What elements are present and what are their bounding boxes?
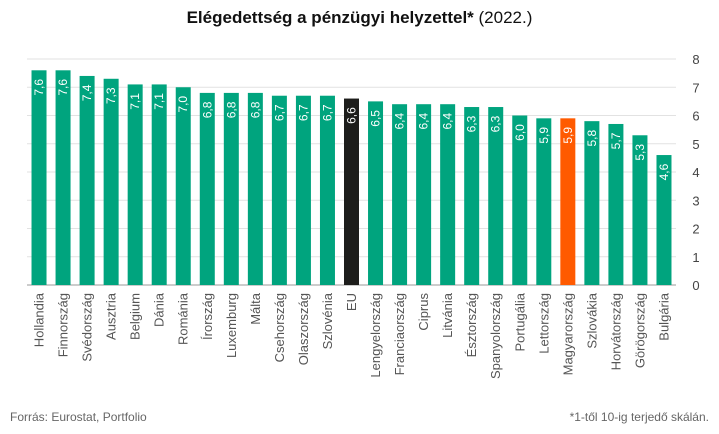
category-label: Csehország [272, 293, 287, 362]
bar [656, 155, 672, 285]
category-label: Szlovákia [584, 292, 599, 348]
y-tick-label: 8 [692, 52, 699, 67]
y-tick-label: 4 [692, 165, 699, 180]
category-label: Luxemburg [224, 293, 239, 358]
bar [368, 101, 384, 285]
y-tick-label: 6 [692, 109, 699, 124]
y-tick-label: 7 [692, 80, 699, 95]
value-label: 6,8 [224, 101, 238, 118]
value-label: 5,3 [633, 144, 647, 161]
category-label: Lengyelország [368, 293, 383, 378]
bar [344, 98, 359, 285]
category-label: Magyarország [560, 293, 575, 375]
scale-footnote: *1-től 10-ig terjedő skálán. [569, 410, 709, 424]
category-label: Románia [176, 292, 191, 345]
category-label: Ciprus [416, 293, 431, 331]
bar [247, 92, 263, 286]
bar [488, 107, 504, 286]
value-label: 7,4 [80, 84, 94, 101]
bar [464, 107, 480, 286]
y-tick-label: 2 [692, 222, 699, 237]
value-label: 6,5 [369, 110, 383, 127]
value-label: 7,3 [104, 87, 118, 104]
category-label: Spanyolország [488, 293, 503, 379]
value-label: 6,3 [489, 115, 503, 132]
value-label: 6,7 [296, 104, 310, 121]
category-label: Belgium [128, 293, 143, 340]
value-label: 6,3 [465, 115, 479, 132]
value-label: 6,6 [345, 107, 359, 124]
value-label: 6,4 [417, 113, 431, 130]
category-label: Görögország [632, 293, 647, 368]
bar [127, 84, 143, 285]
value-label: 5,7 [609, 132, 623, 149]
category-label: Svédország [80, 293, 95, 362]
category-label: Horvátország [608, 293, 623, 370]
bar [55, 70, 71, 285]
category-label: Ausztria [104, 292, 119, 340]
bar [560, 118, 576, 285]
value-label: 7,6 [56, 79, 70, 96]
value-label: 6,4 [441, 113, 455, 130]
category-label: Írország [200, 293, 215, 340]
bar [416, 104, 432, 285]
category-label: Hollandia [32, 292, 47, 347]
y-tick-label: 5 [692, 137, 699, 152]
value-label: 6,8 [248, 101, 262, 118]
bar [223, 92, 239, 286]
bar [392, 104, 408, 285]
value-label: 6,7 [272, 104, 286, 121]
value-label: 7,0 [176, 96, 190, 113]
category-label: Olaszország [296, 293, 311, 365]
y-tick-label: 0 [692, 278, 699, 293]
bar [79, 75, 95, 285]
bar [440, 104, 456, 285]
category-label: Málta [248, 292, 263, 325]
value-label: 7,6 [32, 79, 46, 96]
category-label: Bulgária [656, 292, 671, 340]
value-label: 6,0 [513, 124, 527, 141]
y-tick-label: 3 [692, 193, 699, 208]
category-label: Franciaország [392, 293, 407, 375]
value-label: 5,9 [561, 127, 575, 144]
bar [295, 95, 311, 285]
category-label: Portugália [512, 292, 527, 351]
chart-title-bold: Elégedettség a pénzügyi helyzettel* [186, 8, 474, 27]
category-label: Litvánia [440, 292, 455, 338]
category-label: Lettország [536, 293, 551, 354]
category-label: Szlovénia [320, 292, 335, 349]
bar [319, 95, 335, 285]
value-label: 5,9 [537, 127, 551, 144]
value-label: 4,6 [657, 163, 671, 180]
value-label: 5,8 [585, 129, 599, 146]
bar [175, 87, 191, 285]
y-tick-label: 1 [692, 250, 699, 265]
bar [103, 78, 119, 286]
value-label: 6,7 [320, 104, 334, 121]
category-label: Észtország [464, 293, 479, 357]
bar [512, 115, 528, 285]
bar [584, 121, 600, 286]
bar [271, 95, 287, 285]
value-label: 6,8 [200, 101, 214, 118]
category-label: EU [344, 293, 359, 311]
bar [31, 70, 47, 285]
category-label: Dánia [152, 292, 167, 327]
bar [608, 123, 624, 285]
bar [199, 92, 215, 286]
value-label: 7,1 [152, 93, 166, 110]
chart-title: Elégedettség a pénzügyi helyzettel* (202… [0, 8, 719, 28]
value-label: 6,4 [393, 113, 407, 130]
bar [632, 135, 648, 285]
category-label: Finnország [56, 293, 71, 357]
bar [151, 84, 167, 285]
value-label: 7,1 [128, 93, 142, 110]
chart-title-year: (2022.) [473, 8, 533, 27]
bar [536, 118, 552, 285]
source-note: Forrás: Eurostat, Portfolio [10, 410, 147, 424]
